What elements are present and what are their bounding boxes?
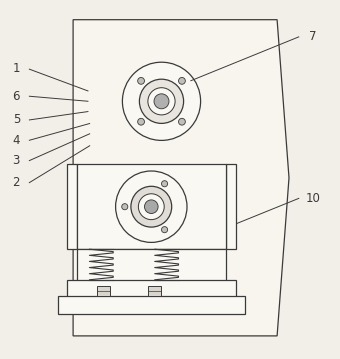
Bar	[148, 286, 161, 296]
Bar	[58, 296, 245, 314]
Circle shape	[144, 200, 158, 214]
Text: 6: 6	[13, 90, 20, 103]
Text: 4: 4	[13, 134, 20, 147]
Bar	[97, 286, 110, 296]
Text: 1: 1	[13, 62, 20, 75]
Text: 5: 5	[13, 113, 20, 126]
Circle shape	[122, 204, 128, 210]
Bar	[226, 164, 236, 249]
Circle shape	[131, 186, 172, 227]
Text: 2: 2	[13, 176, 20, 190]
Bar	[76, 249, 226, 281]
Circle shape	[162, 227, 168, 233]
Bar	[67, 164, 76, 249]
Circle shape	[116, 171, 187, 242]
Bar	[76, 164, 226, 249]
Text: 3: 3	[13, 154, 20, 167]
Circle shape	[138, 118, 144, 125]
Circle shape	[178, 118, 185, 125]
Circle shape	[154, 94, 169, 109]
Circle shape	[138, 78, 144, 84]
Circle shape	[138, 194, 164, 220]
Polygon shape	[73, 20, 289, 336]
Circle shape	[178, 78, 185, 84]
Text: 10: 10	[305, 192, 320, 205]
Bar	[67, 280, 236, 297]
Circle shape	[148, 88, 175, 115]
Circle shape	[162, 181, 168, 187]
Circle shape	[122, 62, 201, 140]
Circle shape	[139, 79, 184, 123]
Text: 7: 7	[309, 30, 317, 43]
